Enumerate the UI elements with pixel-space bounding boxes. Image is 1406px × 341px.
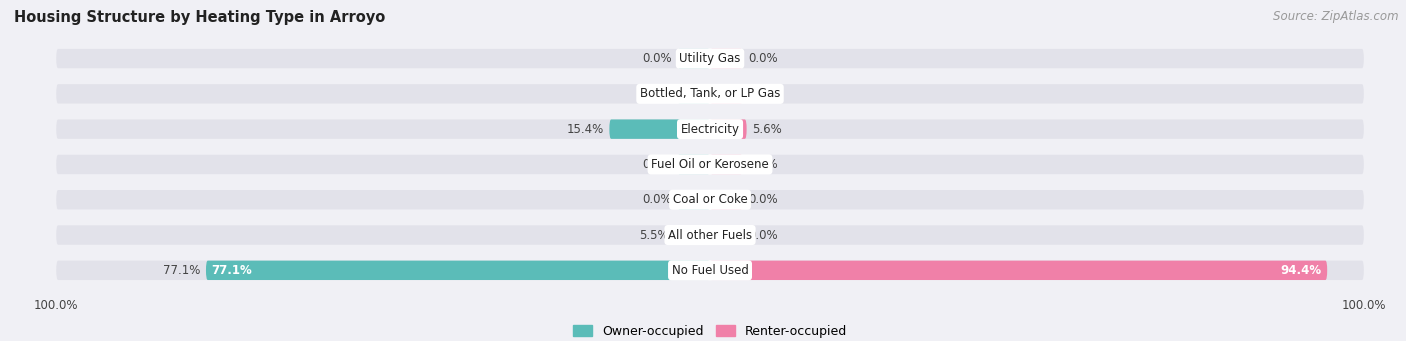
- Text: 0.0%: 0.0%: [748, 52, 778, 65]
- Text: Fuel Oil or Kerosene: Fuel Oil or Kerosene: [651, 158, 769, 171]
- Text: 5.6%: 5.6%: [752, 123, 782, 136]
- Text: 0.0%: 0.0%: [748, 193, 778, 206]
- FancyBboxPatch shape: [710, 261, 1364, 280]
- Legend: Owner-occupied, Renter-occupied: Owner-occupied, Renter-occupied: [568, 320, 852, 341]
- Text: Housing Structure by Heating Type in Arroyo: Housing Structure by Heating Type in Arr…: [14, 10, 385, 25]
- Text: Electricity: Electricity: [681, 123, 740, 136]
- Text: No Fuel Used: No Fuel Used: [672, 264, 748, 277]
- FancyBboxPatch shape: [56, 190, 710, 209]
- FancyBboxPatch shape: [609, 119, 710, 139]
- Text: Utility Gas: Utility Gas: [679, 52, 741, 65]
- Text: 77.1%: 77.1%: [163, 264, 201, 277]
- FancyBboxPatch shape: [56, 155, 710, 174]
- Text: 0.0%: 0.0%: [748, 228, 778, 241]
- Text: 0.0%: 0.0%: [643, 52, 672, 65]
- FancyBboxPatch shape: [710, 49, 742, 68]
- Text: 94.4%: 94.4%: [1281, 264, 1322, 277]
- FancyBboxPatch shape: [673, 225, 710, 245]
- FancyBboxPatch shape: [710, 49, 1364, 68]
- FancyBboxPatch shape: [678, 190, 710, 209]
- Text: All other Fuels: All other Fuels: [668, 228, 752, 241]
- Text: 0.0%: 0.0%: [748, 158, 778, 171]
- FancyBboxPatch shape: [710, 119, 747, 139]
- FancyBboxPatch shape: [205, 261, 710, 280]
- FancyBboxPatch shape: [710, 155, 742, 174]
- FancyBboxPatch shape: [710, 225, 742, 245]
- FancyBboxPatch shape: [710, 84, 1364, 104]
- FancyBboxPatch shape: [56, 261, 710, 280]
- Text: 5.5%: 5.5%: [640, 228, 669, 241]
- FancyBboxPatch shape: [710, 190, 742, 209]
- Text: Bottled, Tank, or LP Gas: Bottled, Tank, or LP Gas: [640, 87, 780, 100]
- FancyBboxPatch shape: [710, 190, 1364, 209]
- FancyBboxPatch shape: [678, 84, 710, 104]
- FancyBboxPatch shape: [710, 155, 1364, 174]
- Text: 15.4%: 15.4%: [567, 123, 605, 136]
- FancyBboxPatch shape: [56, 119, 710, 139]
- FancyBboxPatch shape: [710, 119, 1364, 139]
- Text: 0.0%: 0.0%: [748, 87, 778, 100]
- FancyBboxPatch shape: [710, 261, 1327, 280]
- FancyBboxPatch shape: [56, 84, 710, 104]
- FancyBboxPatch shape: [710, 84, 742, 104]
- FancyBboxPatch shape: [678, 49, 710, 68]
- Text: Source: ZipAtlas.com: Source: ZipAtlas.com: [1274, 10, 1399, 23]
- Text: Coal or Coke: Coal or Coke: [672, 193, 748, 206]
- Text: 77.1%: 77.1%: [211, 264, 252, 277]
- Text: 2.0%: 2.0%: [643, 87, 672, 100]
- FancyBboxPatch shape: [56, 49, 710, 68]
- FancyBboxPatch shape: [678, 155, 710, 174]
- Text: 0.0%: 0.0%: [643, 158, 672, 171]
- FancyBboxPatch shape: [710, 225, 1364, 245]
- FancyBboxPatch shape: [56, 225, 710, 245]
- Text: 0.0%: 0.0%: [643, 193, 672, 206]
